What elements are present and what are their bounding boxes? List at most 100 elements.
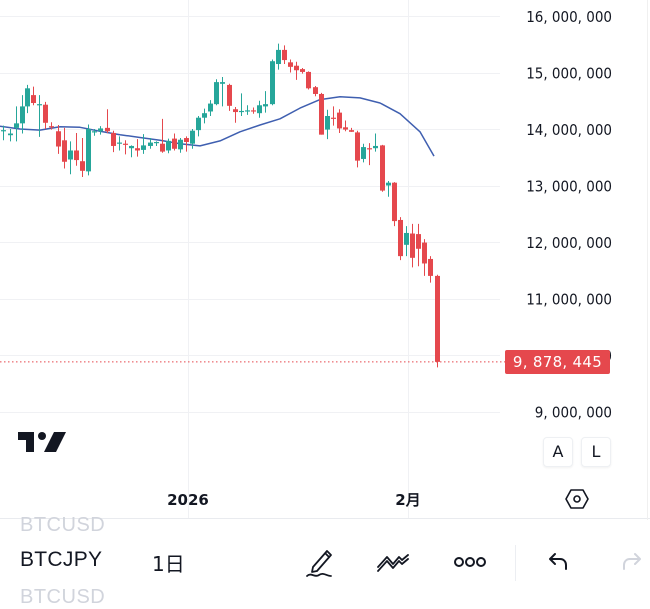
price-tick-label: 14, 000, 000 [526,121,612,139]
candle[interactable] [220,77,225,107]
candle[interactable] [306,71,311,90]
candle[interactable] [178,138,183,153]
auto-scale-button[interactable]: A [543,437,573,467]
candle[interactable] [319,92,324,135]
price-tick-label: 16, 000, 000 [526,8,612,26]
candle[interactable] [404,226,409,257]
candle[interactable] [367,143,372,166]
candle[interactable] [86,124,91,176]
grid-lines [0,0,500,518]
candle[interactable] [392,182,397,227]
price-tick-label: 15, 000, 000 [526,65,612,83]
candle[interactable] [202,108,207,124]
more-dots-icon [454,557,486,567]
candle[interactable] [43,101,48,129]
candle[interactable] [239,93,244,117]
candle[interactable] [428,256,433,283]
indicators-button[interactable] [375,544,411,580]
redo-button[interactable] [614,544,650,580]
candle[interactable] [300,67,305,74]
hexagon-settings-icon[interactable] [563,485,591,513]
candle[interactable] [135,139,140,157]
candle[interactable] [251,107,256,114]
candle[interactable] [355,130,360,168]
candle[interactable] [123,140,128,155]
candle[interactable] [160,118,165,153]
symbol-selector[interactable]: BTCJPY [20,548,103,571]
candle[interactable] [8,129,13,142]
candle[interactable] [410,223,415,268]
candle[interactable] [92,129,97,136]
candle[interactable] [1,125,6,141]
candle[interactable] [337,109,342,133]
candle[interactable] [37,95,42,137]
candle[interactable] [422,239,427,276]
candle[interactable] [172,133,177,151]
candle[interactable] [49,122,54,130]
candle[interactable] [245,105,250,115]
time-tick-label: 2026 [167,491,209,509]
candle[interactable] [141,134,146,154]
undo-button[interactable] [540,544,576,580]
candle[interactable] [398,217,403,261]
more-button[interactable] [452,544,488,580]
candle[interactable] [68,141,73,175]
candle[interactable] [111,130,116,153]
candle[interactable] [154,141,159,146]
candle[interactable] [31,86,36,106]
candle[interactable] [288,59,293,73]
interval-selector[interactable]: 1日 [152,552,185,576]
draw-tool-button[interactable] [302,544,338,580]
candle[interactable] [190,129,195,149]
candle[interactable] [214,79,219,106]
candle[interactable] [129,145,134,158]
candle[interactable] [276,43,281,70]
redo-icon [623,553,641,570]
candle[interactable] [105,109,110,133]
candle[interactable] [227,83,232,111]
candle[interactable] [14,106,19,142]
candles [1,43,440,368]
price-tick-label: 9, 000, 000 [535,404,612,422]
candle[interactable] [184,136,189,152]
candle[interactable] [257,100,262,118]
candle[interactable] [294,61,299,80]
candle[interactable] [361,143,366,163]
candle[interactable] [56,125,61,154]
candle[interactable] [117,136,122,151]
candle[interactable] [25,84,30,114]
candle[interactable] [166,138,171,154]
candle[interactable] [270,59,275,106]
candle[interactable] [196,116,201,137]
candle[interactable] [98,126,103,135]
candle[interactable] [331,106,336,126]
log-scale-button[interactable]: L [581,437,611,467]
candle[interactable] [435,274,440,368]
undo-icon [549,553,567,570]
moving-average-line [0,96,435,157]
price-tick-label: 13, 000, 000 [526,178,612,196]
tradingview-logo-icon[interactable] [18,428,68,454]
candle[interactable] [148,138,153,149]
candle[interactable] [62,127,67,169]
candle[interactable] [80,138,85,178]
candle[interactable] [416,223,421,267]
candle[interactable] [208,100,213,117]
candle[interactable] [282,45,287,65]
candle[interactable] [233,106,238,123]
candle[interactable] [380,144,385,192]
candle[interactable] [263,91,268,113]
candle[interactable] [74,132,79,166]
candle[interactable] [325,109,330,140]
candle[interactable] [373,133,378,152]
candle[interactable] [20,95,25,134]
time-tick-label: 2月 [395,491,420,509]
symbol-scroll-prev[interactable]: BTCUSD [20,514,106,536]
price-tick-label: 12, 000, 000 [526,234,612,252]
candle[interactable] [386,180,391,197]
time-axis: 2026 2月 [167,491,421,509]
candle[interactable] [349,127,354,132]
candle[interactable] [343,120,348,132]
candle[interactable] [313,86,318,97]
chart-area[interactable]: 16, 000, 000 15, 000, 000 14, 000, 000 13, … [0,0,650,520]
